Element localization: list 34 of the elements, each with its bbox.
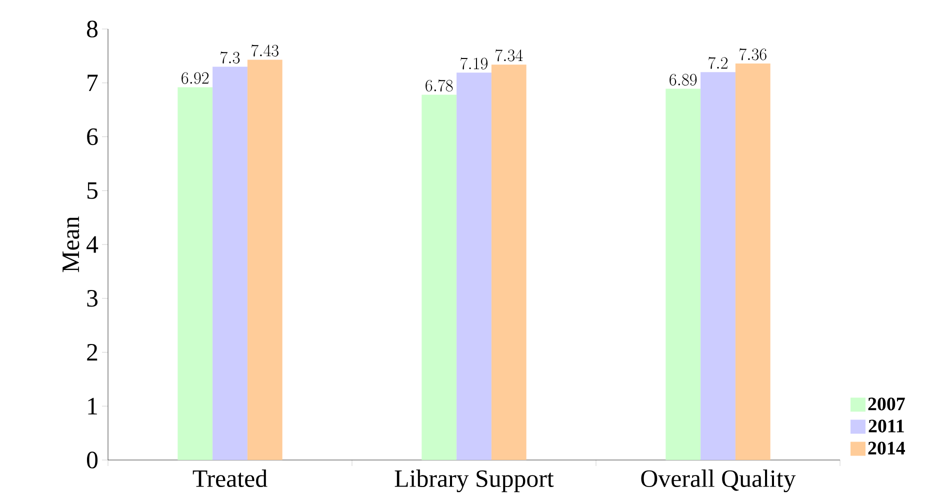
x-tick-label: Treated (192, 470, 268, 488)
bar (178, 87, 213, 460)
data-label: 7.34 (496, 49, 523, 62)
y-tick-label: 5 (87, 182, 98, 199)
data-label: 6.89 (670, 74, 697, 86)
legend-label: 2007 (868, 398, 905, 410)
x-tick-label: Overall Quality (641, 470, 796, 492)
data-label: 7.43 (252, 44, 278, 56)
data-label: 7.2 (708, 56, 728, 69)
data-label: 7.36 (740, 48, 766, 60)
data-label: 7.3 (220, 52, 240, 64)
y-tick-label: 0 (86, 452, 98, 468)
legend-label: 2011 (868, 420, 904, 432)
data-label: 6.78 (426, 80, 453, 92)
bar (422, 94, 457, 460)
data-label: 7. 19 (460, 57, 488, 70)
bar (212, 66, 248, 460)
bar (247, 60, 282, 460)
bar (735, 63, 770, 460)
y-axis-title: Mean (62, 216, 80, 272)
data-label: 6.92 (182, 72, 209, 84)
x-tick-label: Library Support (394, 470, 554, 492)
y-tick-label: 8 (86, 20, 98, 38)
y-tick-label: 4 (86, 236, 98, 253)
y-tick-label: 7 (88, 74, 98, 92)
bar (700, 72, 736, 460)
bar (666, 88, 701, 460)
legend-label: 2014 (868, 442, 906, 455)
bar (456, 72, 492, 460)
y-tick-label: 6 (87, 128, 98, 146)
y-tick-label: 2 (87, 344, 98, 360)
y-tick-label: 1 (88, 398, 97, 414)
y-tick-label: 3 (87, 290, 98, 307)
bar (491, 64, 526, 460)
